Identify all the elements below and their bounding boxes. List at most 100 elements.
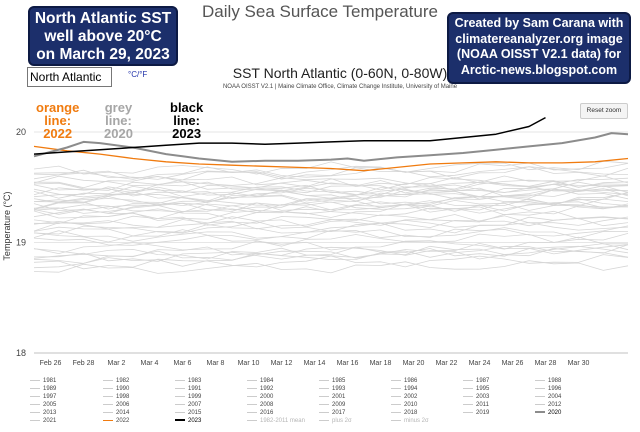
legend-item[interactable]: 1995 — [463, 385, 489, 393]
background-year-line — [33, 177, 629, 191]
legend-swatch — [247, 395, 257, 397]
label-line: orange — [36, 100, 80, 115]
legend-swatch — [175, 419, 185, 422]
legend-item[interactable]: 1996 — [535, 385, 561, 393]
legend-item[interactable]: 1992 — [247, 385, 273, 393]
legend-item[interactable]: 1999 — [175, 393, 201, 401]
x-tick-label: Feb 26 — [40, 360, 62, 367]
legend-item[interactable]: 2009 — [319, 401, 345, 409]
x-tick-label: Feb 28 — [73, 360, 95, 367]
legend-swatch — [391, 403, 401, 405]
legend-item[interactable]: 2005 — [30, 401, 56, 409]
background-year-line — [33, 233, 629, 247]
legend-item[interactable]: 1986 — [391, 377, 417, 385]
legend-item[interactable]: 2013 — [30, 409, 56, 417]
legend-item[interactable]: plus 2σ — [319, 417, 352, 425]
legend-swatch — [175, 411, 185, 413]
annotation-right-line: Created by Sam Carana with — [454, 16, 624, 30]
legend-label: plus 2σ — [332, 418, 352, 424]
legend-swatch — [319, 387, 329, 389]
legend-item[interactable]: 1998 — [103, 393, 129, 401]
grey-line-label: grey line: 2020 — [104, 101, 133, 140]
legend-item[interactable]: 2023 — [175, 417, 201, 425]
legend-item[interactable]: 2004 — [535, 393, 561, 401]
legend-item[interactable]: 2011 — [463, 401, 489, 409]
legend-swatch — [319, 403, 329, 405]
legend-item[interactable]: 1990 — [103, 385, 129, 393]
reset-zoom-button[interactable]: Reset zoom — [580, 103, 628, 119]
legend-item[interactable]: 2021 — [30, 417, 56, 425]
background-year-line — [33, 201, 629, 220]
legend-item[interactable]: 2014 — [103, 409, 129, 417]
legend-item[interactable]: 2010 — [391, 401, 417, 409]
legend-swatch — [103, 411, 113, 413]
background-year-line — [33, 205, 629, 220]
legend-label: 2021 — [43, 418, 57, 424]
x-tick-label: Mar 20 — [403, 360, 425, 367]
annotation-left-line: on March 29, 2023 — [36, 46, 170, 63]
legend-item[interactable]: 2006 — [103, 401, 129, 409]
label-line: 2022 — [43, 126, 73, 141]
label-line: line: — [105, 113, 132, 128]
legend-label: 1987 — [476, 378, 490, 384]
background-year-line — [33, 162, 629, 180]
legend-label: 1997 — [43, 394, 57, 400]
legend-label: 2008 — [260, 402, 274, 408]
legend-label: 2022 — [116, 418, 130, 424]
background-year-line — [33, 186, 629, 200]
legend-item[interactable]: 2008 — [247, 401, 273, 409]
legend-item[interactable]: 2022 — [103, 417, 129, 425]
legend-item[interactable]: 2020 — [535, 409, 561, 417]
legend-label: 1984 — [260, 378, 274, 384]
legend-item[interactable]: 2002 — [391, 393, 417, 401]
legend-item[interactable]: 1997 — [30, 393, 56, 401]
legend-item[interactable]: 2016 — [247, 409, 273, 417]
legend-item[interactable]: 2000 — [247, 393, 273, 401]
x-tick-label: Mar 18 — [370, 360, 392, 367]
legend-swatch — [535, 395, 545, 397]
legend-item[interactable]: 1983 — [175, 377, 201, 385]
label-line: line: — [44, 113, 72, 128]
legend-item[interactable]: 1994 — [391, 385, 417, 393]
legend-item[interactable]: 2018 — [391, 409, 417, 417]
background-year-line — [33, 227, 629, 242]
legend-item[interactable]: 1991 — [175, 385, 201, 393]
legend-item[interactable]: 2001 — [319, 393, 345, 401]
legend-item[interactable]: 1984 — [247, 377, 273, 385]
legend-swatch — [103, 387, 113, 389]
legend-item[interactable]: 1982-2011 mean — [247, 417, 305, 425]
legend-item[interactable]: 2003 — [463, 393, 489, 401]
legend-item[interactable]: 1981 — [30, 377, 56, 385]
legend-item[interactable]: 2019 — [463, 409, 489, 417]
legend-item[interactable]: 1988 — [535, 377, 561, 385]
legend-swatch — [103, 395, 113, 397]
legend-item[interactable]: 2007 — [175, 401, 201, 409]
legend-swatch — [103, 419, 113, 421]
legend-label: 1995 — [476, 386, 490, 392]
legend-swatch — [535, 403, 545, 405]
legend-item[interactable]: 1993 — [319, 385, 345, 393]
legend-item[interactable]: 2017 — [319, 409, 345, 417]
legend-swatch — [319, 395, 329, 397]
legend-swatch — [535, 379, 545, 381]
unit-toggle[interactable]: °C/°F — [128, 70, 148, 79]
region-select[interactable]: North Atlantic — [27, 67, 112, 87]
x-tick-label: Mar 30 — [568, 360, 590, 367]
legend-item[interactable]: 2012 — [535, 401, 561, 409]
legend-label: 2014 — [116, 410, 130, 416]
x-tick-label: Mar 12 — [271, 360, 293, 367]
background-year-line — [33, 188, 629, 210]
legend-swatch — [391, 411, 401, 413]
legend-item[interactable]: 2015 — [175, 409, 201, 417]
legend-label: 1985 — [332, 378, 346, 384]
legend-item[interactable]: 1989 — [30, 385, 56, 393]
x-tick-label: Mar 26 — [502, 360, 524, 367]
legend-item[interactable]: minus 2σ — [391, 417, 429, 425]
legend-item[interactable]: 1982 — [103, 377, 129, 385]
background-year-line — [33, 245, 629, 269]
legend-swatch — [319, 411, 329, 413]
legend-item[interactable]: 1987 — [463, 377, 489, 385]
legend-item[interactable]: 1985 — [319, 377, 345, 385]
x-tick-label: Mar 4 — [141, 360, 159, 367]
